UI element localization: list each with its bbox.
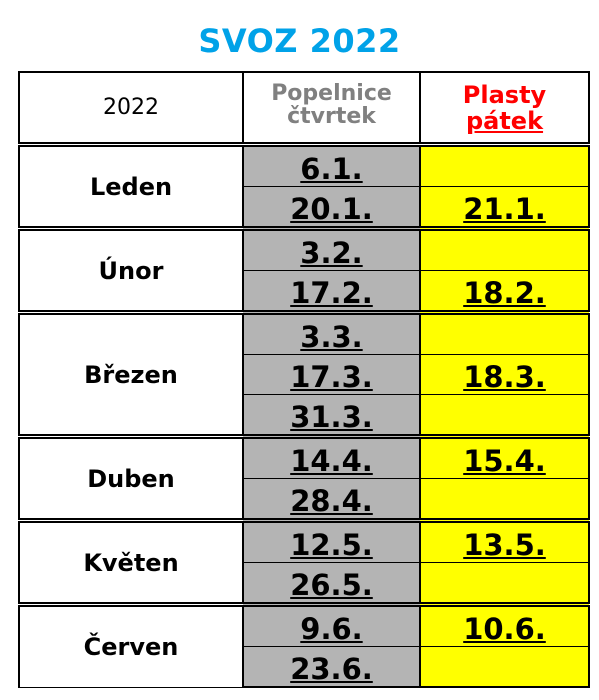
popelnice-date: 26.5. (290, 568, 373, 602)
plasty-date: 13.5. (463, 528, 546, 562)
plasty-date-cell (419, 394, 590, 437)
plasty-header-line2: pátek (465, 106, 544, 135)
popelnice-header-line2: čtvrtek (287, 103, 376, 129)
popelnice-date: 20.1. (290, 192, 373, 226)
plasty-date-cell: 21.1. (419, 186, 590, 229)
plasty-date: 18.2. (463, 276, 546, 310)
month-name: Leden (18, 142, 244, 229)
table-row: 17.3. 18.3. (19, 354, 590, 395)
table-row: Březen 3.3. (18, 310, 590, 437)
popelnice-date-cell: 3.2. (242, 226, 421, 271)
popelnice-header-line1: Popelnice (271, 80, 392, 106)
schedule-table: 2022 Popelnice čtvrtek Plasty pátek Lede… (18, 71, 590, 688)
plasty-date-cell (419, 646, 590, 688)
table-row: Leden 6.1. (18, 142, 590, 229)
plasty-header-line1: Plasty (462, 80, 547, 109)
popelnice-date: 6.1. (300, 152, 363, 186)
month-name: Duben (18, 434, 244, 521)
table-row: Duben 14.4. 15.4. (18, 434, 590, 521)
plasty-date-cell (419, 478, 590, 521)
popelnice-date-cell: 17.2. (242, 270, 421, 313)
plasty-date-cell (419, 226, 590, 271)
plasty-date-cell: 13.5. (419, 518, 590, 563)
plasty-date: 21.1. (463, 192, 546, 226)
month-name: Červen (18, 602, 244, 688)
plasty-date-cell: 18.2. (419, 270, 590, 313)
popelnice-date: 9.6. (300, 612, 363, 646)
table-row: 20.1. 21.1. (19, 186, 590, 229)
popelnice-date-cell: 14.4. (242, 434, 421, 479)
month-name: Únor (18, 226, 244, 313)
popelnice-date-cell: 20.1. (242, 186, 421, 229)
plasty-header: Plasty pátek (419, 71, 590, 145)
plasty-date-cell: 10.6. (419, 602, 590, 647)
popelnice-date-cell: 28.4. (242, 478, 421, 521)
plasty-date-cell: 15.4. (419, 434, 590, 479)
popelnice-date: 23.6. (290, 652, 373, 686)
plasty-date: 10.6. (463, 612, 546, 646)
plasty-date-cell (419, 562, 590, 605)
year-header: 2022 (18, 71, 244, 145)
popelnice-date-cell: 3.3. (242, 310, 421, 355)
page-title: SVOZ 2022 (198, 22, 401, 60)
plasty-date-cell: 18.3. (419, 354, 590, 395)
popelnice-date-cell: 17.3. (242, 354, 421, 395)
popelnice-date-cell: 23.6. (242, 646, 421, 688)
popelnice-date: 31.3. (290, 400, 373, 434)
table-row: Květen 12.5. 13.5. (18, 518, 590, 605)
table-row: 26.5. (19, 562, 590, 605)
popelnice-date-cell: 6.1. (242, 142, 421, 187)
plasty-date-cell (419, 310, 590, 355)
schedule-body: 2022 Popelnice čtvrtek Plasty pátek Lede… (18, 71, 590, 688)
month-name: Květen (18, 518, 244, 605)
table-row: 31.3. (19, 394, 590, 437)
table-row: Červen 9.6. 10.6. (18, 602, 590, 688)
popelnice-date: 12.5. (290, 528, 373, 562)
table-row: 23.6. (19, 646, 590, 688)
popelnice-date-cell: 31.3. (242, 394, 421, 437)
popelnice-date: 14.4. (290, 444, 373, 478)
popelnice-header: Popelnice čtvrtek (242, 71, 421, 145)
popelnice-date: 17.2. (290, 276, 373, 310)
plasty-date-cell (419, 142, 590, 187)
popelnice-date-cell: 12.5. (242, 518, 421, 563)
plasty-date: 15.4. (463, 444, 546, 478)
table-row: Únor 3.2. (18, 226, 590, 313)
popelnice-date-cell: 26.5. (242, 562, 421, 605)
plasty-date: 18.3. (463, 360, 546, 394)
popelnice-date: 3.2. (300, 236, 363, 270)
popelnice-date: 28.4. (290, 484, 373, 518)
header-row: 2022 Popelnice čtvrtek Plasty pátek (18, 71, 590, 145)
popelnice-date: 3.3. (300, 320, 363, 354)
popelnice-date-cell: 9.6. (242, 602, 421, 647)
month-name: Březen (18, 310, 244, 437)
popelnice-date: 17.3. (290, 360, 373, 394)
